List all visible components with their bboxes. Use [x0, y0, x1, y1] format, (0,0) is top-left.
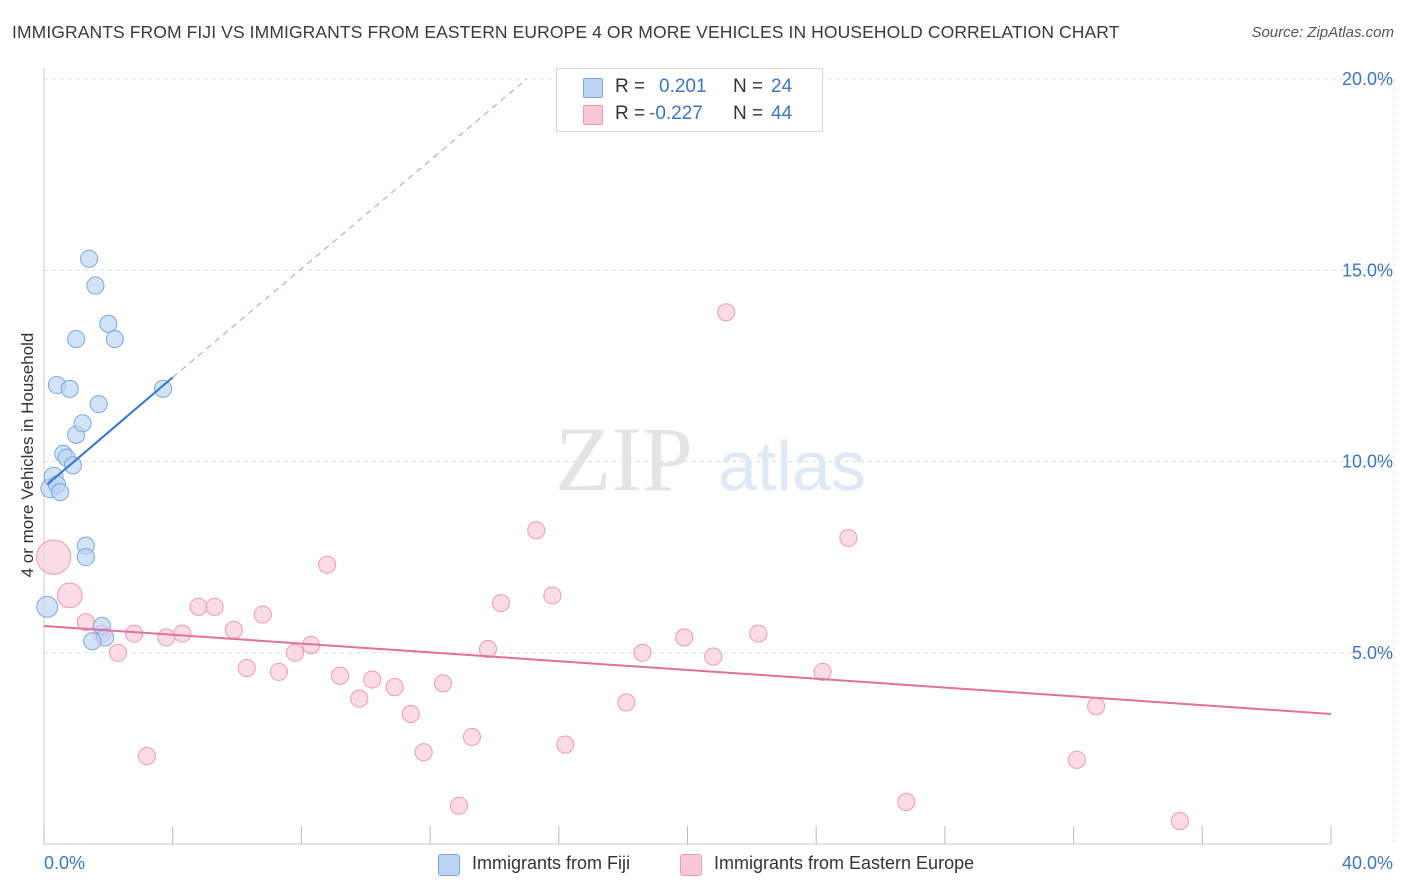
fiji-point [105, 330, 124, 349]
eastern-europe-point [675, 628, 694, 647]
y-tick-label: 20.0% [1342, 69, 1393, 89]
eastern-europe-point [617, 693, 636, 712]
eastern-europe-point [318, 555, 337, 574]
eastern-europe-point [527, 521, 546, 540]
watermark: ZIP atlas [555, 408, 866, 510]
eastern-europe-point [350, 689, 369, 708]
fiji-swatch [583, 78, 603, 98]
eastern-europe-point [36, 539, 72, 575]
fiji-point [67, 330, 86, 349]
eastern-europe-point [205, 597, 224, 616]
eastern-europe-point [749, 624, 768, 643]
eastern-europe-point [125, 624, 144, 643]
eastern-europe-point [224, 620, 243, 639]
eastern-europe-point [543, 586, 562, 605]
watermark-atlas: atlas [718, 427, 866, 505]
fiji-trend-extension [172, 78, 527, 378]
fiji-point [153, 379, 173, 398]
eastern-europe-point [1067, 750, 1086, 769]
fiji-trend-line [46, 376, 174, 486]
y-tick-label: 10.0% [1342, 452, 1393, 472]
eastern-europe-point [478, 639, 498, 658]
eastern-europe-point [401, 704, 420, 724]
fiji-point [86, 276, 105, 295]
chart-title: IMMIGRANTS FROM FIJI VS IMMIGRANTS FROM … [12, 22, 1120, 42]
series-legend: Immigrants from Fiji Immigrants from Eas… [0, 852, 1406, 878]
fiji-point [36, 595, 59, 618]
eastern-europe-point [633, 643, 652, 662]
correlation-legend: R = 0.201 N = 24 R = -0.227 N = 44 [556, 68, 823, 132]
eastern-europe-point [450, 796, 469, 815]
eastern-europe-point [556, 735, 575, 754]
x-tick-label: 40.0% [1342, 853, 1393, 873]
trend-lines [172, 78, 527, 378]
n-value: 44 [771, 103, 793, 124]
fiji-point [83, 632, 102, 651]
eastern-europe-point [189, 597, 208, 616]
legend-label-fiji: Immigrants from Fiji [472, 853, 631, 873]
eastern-europe-point [363, 670, 382, 689]
eastern-europe-point [173, 624, 192, 643]
source-label: Source: ZipAtlas.com [1251, 24, 1394, 41]
eastern-europe-point [491, 593, 510, 613]
eastern-europe-point [157, 628, 176, 647]
eastern-europe-point [839, 528, 858, 548]
r-label: R = [615, 76, 646, 97]
y-axis-label: 4 or more Vehicles in Household [18, 332, 37, 578]
eastern-europe-point [897, 792, 916, 811]
fiji-point [76, 548, 95, 567]
eastern-europe-point [237, 659, 256, 678]
eastern-europe-point [269, 662, 288, 681]
y-tick-label: 15.0% [1342, 260, 1393, 280]
eastern-europe-point [813, 662, 832, 681]
eastern-europe-point [414, 743, 433, 762]
eastern-europe-point [385, 678, 404, 697]
fiji-swatch [438, 854, 460, 876]
eastern-europe-point [137, 746, 157, 766]
eastern-europe-point [1087, 697, 1106, 716]
data-points [36, 249, 1332, 831]
watermark-zip: ZIP [555, 408, 693, 510]
axes [43, 68, 1332, 845]
n-label: N = [733, 103, 764, 124]
eastern-europe-point [433, 674, 453, 693]
eastern-europe-swatch [583, 105, 603, 125]
legend-label-eastern-europe: Immigrants from Eastern Europe [714, 853, 975, 873]
eastern-europe-point [704, 647, 723, 666]
eastern-europe-point [330, 666, 350, 685]
eastern-europe-point [253, 605, 272, 624]
fiji-point [73, 414, 92, 433]
r-value: 0.201 [659, 76, 707, 97]
eastern-europe-point [285, 643, 305, 662]
n-value: 24 [771, 76, 793, 97]
eastern-europe-trend-line [43, 624, 1332, 715]
r-label: R = [615, 103, 646, 124]
tick-labels: 5.0% 10.0% 15.0% 20.0% 0.0% 40.0% [44, 69, 1393, 873]
fiji-point [63, 456, 83, 475]
fiji-point [89, 395, 108, 414]
fiji-point [79, 249, 99, 268]
r-value: -0.227 [649, 103, 703, 124]
eastern-europe-point [1170, 812, 1189, 831]
fiji-point [99, 314, 118, 333]
eastern-europe-swatch [680, 854, 702, 876]
y-tick-label: 5.0% [1352, 643, 1393, 663]
x-tick-label: 0.0% [44, 853, 85, 873]
fiji-point [51, 483, 70, 502]
eastern-europe-point [717, 303, 736, 322]
eastern-europe-point [462, 727, 481, 746]
n-label: N = [733, 76, 764, 97]
fiji-point [60, 379, 79, 398]
eastern-europe-point [56, 582, 83, 609]
eastern-europe-point [108, 643, 128, 662]
